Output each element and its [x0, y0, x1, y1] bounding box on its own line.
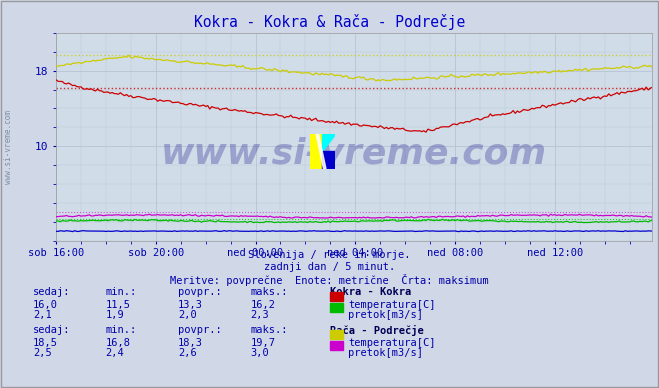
Text: www.si-vreme.com: www.si-vreme.com [161, 136, 547, 170]
Text: 2,5: 2,5 [33, 348, 51, 359]
Text: 2,3: 2,3 [250, 310, 269, 320]
Polygon shape [322, 134, 335, 151]
Text: sedaj:: sedaj: [33, 287, 71, 297]
Text: Rača - Podrečje: Rača - Podrečje [330, 325, 423, 336]
Text: Kokra - Kokra & Rača - Podrečje: Kokra - Kokra & Rača - Podrečje [194, 14, 465, 29]
Text: min.:: min.: [105, 287, 136, 297]
Text: www.si-vreme.com: www.si-vreme.com [4, 111, 13, 184]
Text: 11,5: 11,5 [105, 300, 130, 310]
Text: temperatura[C]: temperatura[C] [348, 300, 436, 310]
Text: pretok[m3/s]: pretok[m3/s] [348, 310, 423, 320]
Text: Slovenija / reke in morje.: Slovenija / reke in morje. [248, 250, 411, 260]
Text: pretok[m3/s]: pretok[m3/s] [348, 348, 423, 359]
Text: Meritve: povprečne  Enote: metrične  Črta: maksimum: Meritve: povprečne Enote: metrične Črta:… [170, 274, 489, 286]
Text: temperatura[C]: temperatura[C] [348, 338, 436, 348]
Text: 1,9: 1,9 [105, 310, 124, 320]
Text: povpr.:: povpr.: [178, 287, 221, 297]
Bar [310, 134, 322, 169]
Text: povpr.:: povpr.: [178, 325, 221, 335]
Text: 16,0: 16,0 [33, 300, 58, 310]
Text: maks.:: maks.: [250, 325, 288, 335]
Text: 3,0: 3,0 [250, 348, 269, 359]
Text: min.:: min.: [105, 325, 136, 335]
Text: 2,4: 2,4 [105, 348, 124, 359]
Text: zadnji dan / 5 minut.: zadnji dan / 5 minut. [264, 262, 395, 272]
Polygon shape [316, 134, 326, 169]
Text: 2,1: 2,1 [33, 310, 51, 320]
Text: 18,3: 18,3 [178, 338, 203, 348]
Text: sedaj:: sedaj: [33, 325, 71, 335]
Polygon shape [322, 151, 335, 169]
Text: 16,2: 16,2 [250, 300, 275, 310]
Text: Kokra - Kokra: Kokra - Kokra [330, 287, 411, 297]
Text: 2,6: 2,6 [178, 348, 196, 359]
Text: 16,8: 16,8 [105, 338, 130, 348]
Text: 19,7: 19,7 [250, 338, 275, 348]
Text: 13,3: 13,3 [178, 300, 203, 310]
Text: 18,5: 18,5 [33, 338, 58, 348]
Text: maks.:: maks.: [250, 287, 288, 297]
Text: 2,0: 2,0 [178, 310, 196, 320]
